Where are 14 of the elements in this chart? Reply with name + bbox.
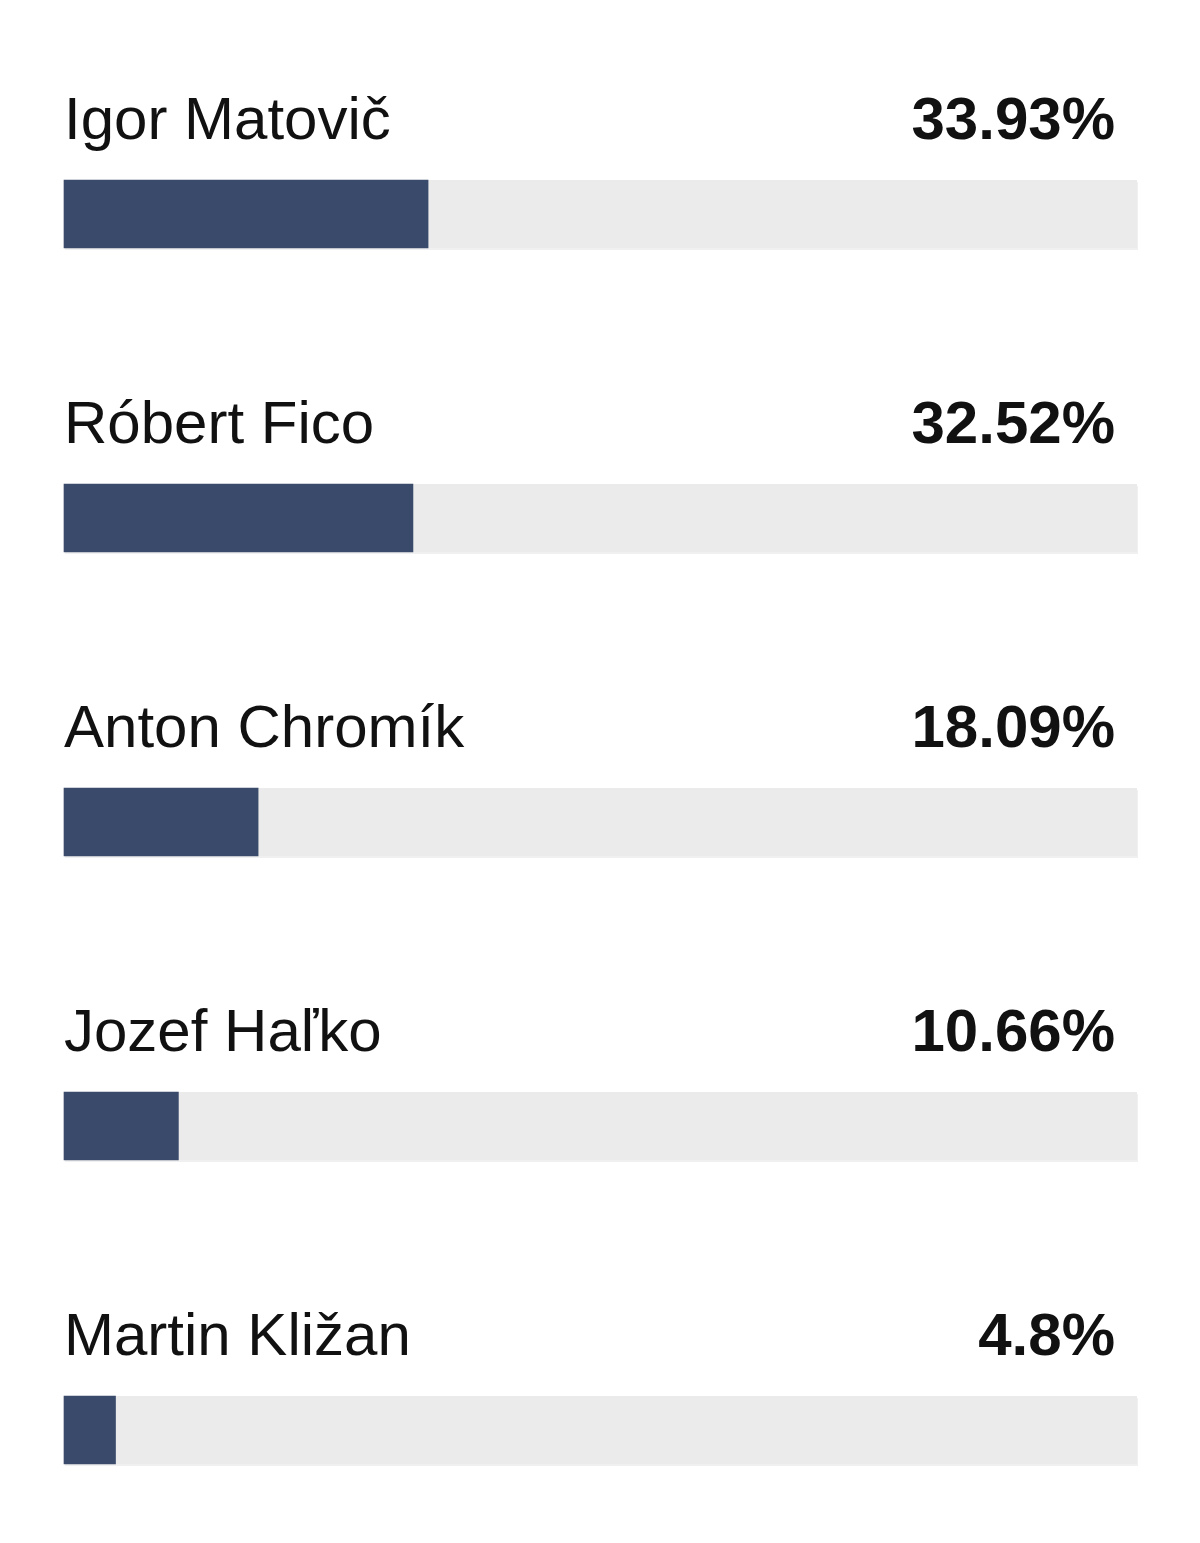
bar [63,787,259,857]
data-label: 32.52% [911,389,1115,456]
data-label: 10.66% [911,997,1115,1064]
bar [63,1395,116,1465]
bar [63,1091,179,1161]
y-tick-label: Róbert Fico [64,389,375,456]
y-tick-label: Jozef Haľko [64,997,382,1064]
y-tick-label: Anton Chromík [64,693,466,760]
y-tick-label: Igor Matovič [64,85,391,152]
y-tick-label: Martin Kližan [64,1301,411,1368]
data-label: 4.8% [978,1301,1115,1368]
bar [63,483,414,553]
data-label: 33.93% [911,85,1115,152]
data-label: 18.09% [911,693,1115,760]
